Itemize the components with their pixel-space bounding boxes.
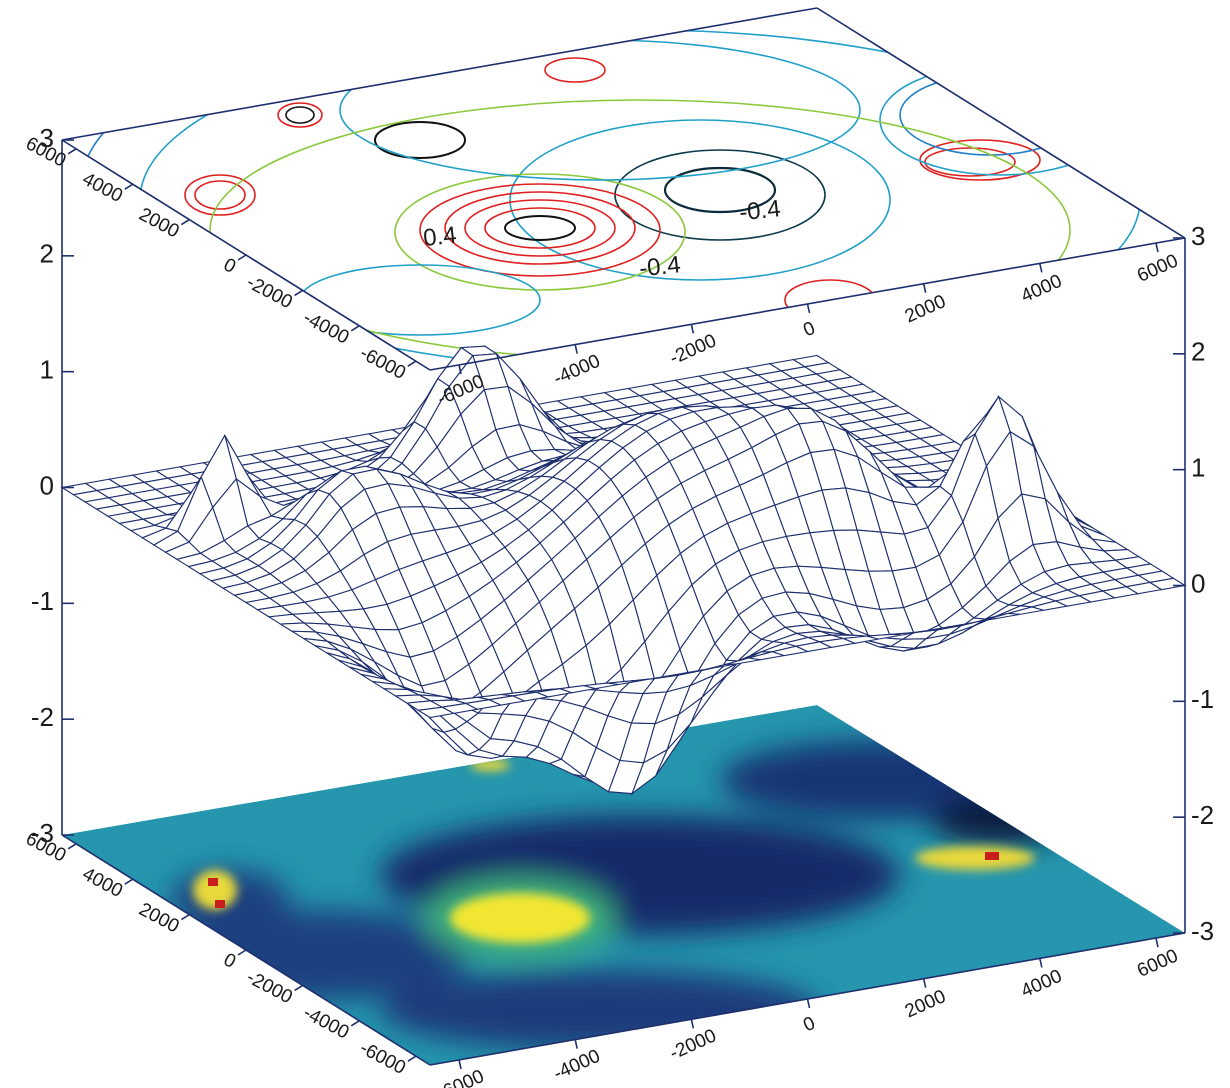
y-tick [690,1019,695,1029]
contour-label: -0.4 [638,251,682,282]
y-tick-label: 2000 [902,291,949,327]
x-tick [67,148,77,155]
x-tick [124,878,134,885]
y-tick [574,1039,578,1049]
y-tick [922,283,927,293]
x-tick [180,218,190,226]
y-tick [458,1059,462,1070]
y-tick [1039,958,1043,968]
y-tick-label: -4000 [551,351,604,390]
x-tick-label: 4000 [79,169,126,207]
z-tick-label: 3 [40,123,54,153]
x-tick-label: 0 [220,949,239,973]
z-tick-label: 1 [1191,453,1205,483]
z-tick-label: -3 [1191,916,1214,946]
y-tick [574,344,578,354]
z-tick-label: 3 [1191,221,1205,251]
y-tick-label: 6000 [1134,945,1181,981]
surface-mesh [60,345,1187,796]
y-tick [806,303,811,314]
z-tick-label: -2 [1191,800,1214,830]
z-tick-label: 0 [1191,568,1205,598]
x-tick [350,325,360,332]
y-tick-label: 6000 [1134,250,1181,286]
z-tick-label: -3 [31,818,54,848]
y-tick-label: 4000 [1018,271,1065,307]
x-tick-label: 2000 [135,204,182,242]
z-tick-label: 2 [1191,337,1205,367]
x-tick [237,949,247,956]
image-plane [62,705,1185,1065]
z-tick-label: 0 [40,470,54,500]
x-tick [350,1020,360,1027]
y-tick [806,998,811,1009]
y-tick-label: -6000 [434,1066,487,1088]
contour-label: 0.4 [422,222,458,252]
y-tick [690,324,695,334]
y-tick-label: 2000 [902,986,949,1022]
x-tick [294,984,304,992]
x-tick [407,360,417,367]
y-tick-label: 4000 [1018,966,1065,1002]
z-tick-label: -1 [1191,684,1214,714]
x-tick-label: 0 [220,254,239,278]
x-tick-label: -4000 [300,307,353,348]
y-tick-label: -4000 [551,1046,604,1085]
y-tick-label: -2000 [667,1025,720,1064]
x-tick [67,843,77,850]
y-tick [1155,242,1159,253]
axis-edge [61,7,818,141]
x-tick [124,183,134,190]
x-tick [180,913,190,921]
mesh-cell [416,706,456,719]
y-tick [922,978,927,988]
y-tick-label: -2000 [667,330,720,369]
y-tick [1039,263,1043,273]
x-tick [407,1055,417,1062]
z-tick-label: 2 [40,239,54,269]
z-tick-label: -1 [31,586,54,616]
z-tick-label: 1 [40,355,54,385]
z-tick-label: -2 [31,702,54,732]
contour-plane [79,8,1185,370]
x-tick [294,289,304,297]
y-tick [458,364,462,375]
x-tick-label: -2000 [243,272,296,313]
contour-label: -0.4 [738,195,782,226]
y-tick-label: 0 [800,318,818,341]
axis-edge [816,7,1186,239]
x-tick [237,254,247,261]
y-tick-label: 0 [800,1013,818,1036]
y-tick [1155,937,1159,948]
